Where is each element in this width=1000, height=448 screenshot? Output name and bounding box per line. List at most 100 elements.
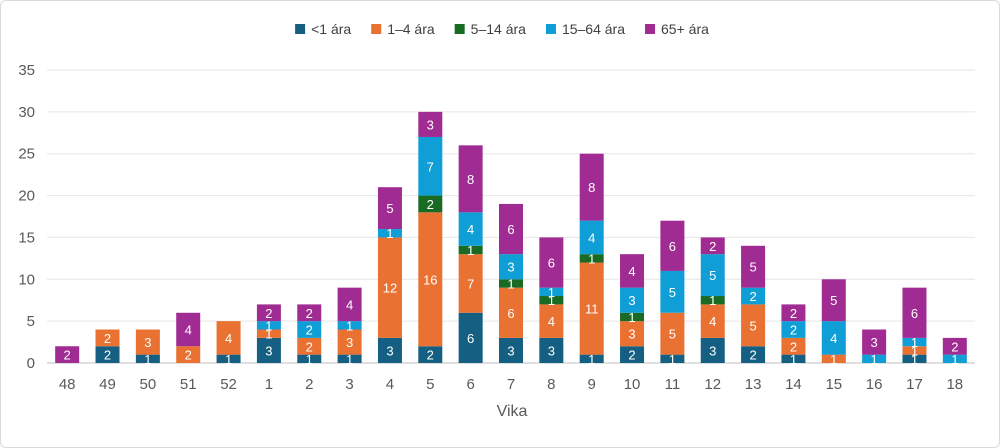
legend-swatch	[454, 24, 465, 34]
x-tick-label: 8	[547, 376, 555, 393]
bar-segment	[458, 245, 483, 255]
data-label: 6	[669, 239, 676, 254]
bar-segment	[499, 279, 523, 288]
data-label: 6	[507, 306, 514, 321]
bar-segment	[539, 287, 564, 297]
y-tick-label: 15	[18, 229, 35, 246]
legend-label: 5–14 ára	[471, 21, 526, 37]
x-tick-label: 13	[745, 376, 762, 393]
x-tick-label: 9	[588, 376, 596, 393]
data-label: 2	[427, 197, 434, 212]
bar-segment	[902, 346, 927, 355]
bar-segment	[95, 346, 120, 363]
bar-stack-52: 14	[216, 321, 241, 367]
bar-segment	[579, 254, 604, 263]
y-tick-label: 5	[27, 313, 35, 330]
legend-swatch	[295, 24, 306, 34]
data-label: 6	[548, 256, 555, 271]
bar-segment	[95, 329, 120, 347]
bar-segment	[902, 354, 927, 363]
bar-segment	[700, 337, 725, 363]
x-tick-label: 1	[265, 376, 273, 393]
data-label: 1	[306, 352, 313, 367]
data-label: 3	[507, 343, 514, 358]
data-label: 12	[383, 281, 397, 296]
gridlines	[47, 69, 975, 364]
bar-segment	[176, 312, 201, 347]
legend-label: 1–4 ára	[387, 21, 435, 37]
bar-stack-3: 1 3 1 4	[337, 287, 362, 367]
bar-segment	[700, 296, 725, 305]
x-tick-label: 14	[785, 376, 802, 393]
data-label: 3	[144, 335, 151, 350]
data-label: 2	[749, 348, 756, 363]
data-label: 1	[386, 226, 393, 241]
bar-segment	[256, 329, 281, 338]
y-tick-label: 0	[27, 355, 35, 372]
y-axis: 0 5 10 15 20 25 30 35	[18, 62, 35, 372]
data-label: 3	[265, 343, 272, 358]
bar-stack-51: 24	[176, 312, 201, 363]
bar-segment	[256, 321, 281, 330]
legend-swatch	[371, 24, 382, 34]
data-label: 2	[265, 306, 272, 321]
x-tick-label: 18	[946, 376, 963, 393]
data-label: 1	[871, 352, 878, 367]
data-label: 8	[467, 172, 474, 187]
data-label: 3	[346, 335, 353, 350]
data-label: 5	[830, 293, 837, 308]
x-tick-label: 50	[140, 376, 157, 393]
data-label: 2	[306, 323, 313, 338]
legend-label: 15–64 ára	[562, 21, 625, 37]
bar-stack-13: 2 5 2 5	[741, 245, 766, 363]
legend-item: 15–64 ára	[545, 21, 625, 37]
bar-segment	[297, 321, 322, 338]
bar-segment	[418, 346, 443, 363]
bar-segment	[741, 304, 766, 347]
data-label: 2	[951, 339, 958, 354]
bar-segment	[620, 346, 645, 363]
bar-segment	[377, 237, 402, 338]
bar-segment	[55, 346, 80, 363]
bar-segment	[821, 279, 846, 322]
legend-item: 1–4 ára	[371, 21, 435, 37]
bar-segment	[620, 321, 645, 347]
data-label: 4	[185, 323, 192, 338]
bar-segment	[660, 312, 685, 355]
data-label: 2	[628, 348, 635, 363]
data-label: 2	[185, 348, 192, 363]
legend-label: <1 ára	[311, 21, 351, 37]
x-tick-label: 5	[426, 376, 434, 393]
bar-stack-16: 13	[862, 329, 887, 367]
data-label: 1	[588, 352, 595, 367]
bar-segment	[337, 321, 362, 330]
data-label: 3	[427, 117, 434, 132]
data-label: 3	[386, 343, 393, 358]
x-tick-label: 10	[624, 376, 641, 393]
bar-segment	[216, 321, 241, 355]
x-tick-label: 11	[665, 376, 681, 393]
bar-segment	[741, 346, 766, 363]
y-tick-label: 20	[18, 188, 35, 205]
bar-stack-5: 2 16 2 7 3	[418, 111, 443, 363]
bar-segment	[660, 354, 685, 363]
x-tick-label: 7	[507, 376, 515, 393]
x-tick-label: 15	[825, 376, 842, 393]
bar-segment	[499, 287, 523, 338]
bar-segment	[458, 312, 483, 363]
data-label: 2	[790, 339, 797, 354]
bar-segment	[297, 337, 322, 355]
bar-stack-15: 1 4 5	[821, 279, 846, 367]
data-label: 8	[588, 180, 595, 195]
bar-segment	[297, 354, 322, 363]
bar-segment	[499, 254, 523, 280]
data-label: 2	[749, 289, 756, 304]
bar-segment	[781, 321, 806, 338]
bar-stack-18: 12	[942, 337, 967, 367]
bar-stack-50: 13	[135, 329, 160, 367]
bar-segment	[579, 220, 604, 255]
bar-segment	[377, 229, 402, 238]
data-label: 3	[628, 293, 635, 308]
